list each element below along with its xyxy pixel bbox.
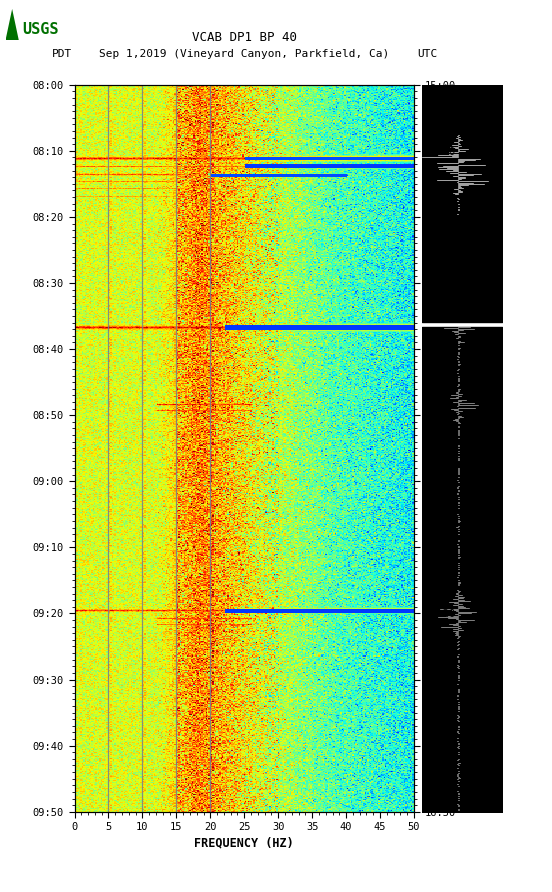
Text: Sep 1,2019 (Vineyard Canyon, Parkfield, Ca): Sep 1,2019 (Vineyard Canyon, Parkfield, … xyxy=(99,49,389,59)
X-axis label: FREQUENCY (HZ): FREQUENCY (HZ) xyxy=(194,837,294,849)
Text: VCAB DP1 BP 40: VCAB DP1 BP 40 xyxy=(192,31,297,45)
Text: USGS: USGS xyxy=(22,22,59,37)
Text: PDT: PDT xyxy=(51,49,72,59)
Polygon shape xyxy=(6,9,19,40)
Text: UTC: UTC xyxy=(417,49,437,59)
